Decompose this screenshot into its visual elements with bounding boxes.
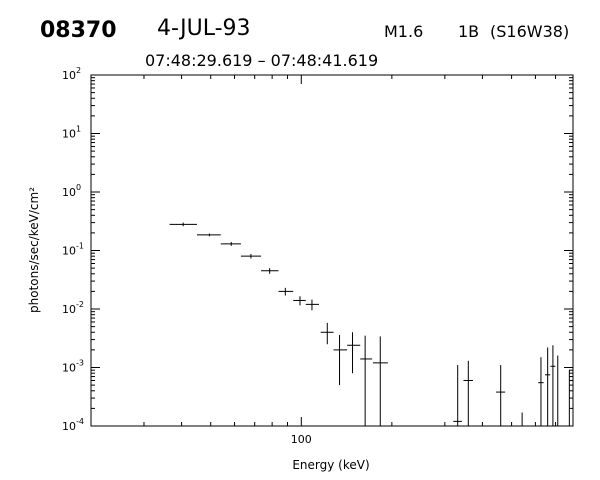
y-tick-label: 101 bbox=[62, 125, 81, 141]
y-tick-label: 10-4 bbox=[62, 417, 84, 433]
flare-location: (S16W38) bbox=[490, 22, 569, 41]
y-tick-exponent: 1 bbox=[76, 125, 81, 134]
axis-ticks bbox=[90, 74, 574, 427]
time-range: 07:48:29.619 – 07:48:41.619 bbox=[145, 51, 378, 70]
data-point bbox=[293, 296, 306, 306]
y-axis-title: photons/sec/keV/cm² bbox=[27, 187, 41, 313]
data-point bbox=[496, 365, 506, 426]
y-tick-exponent: 2 bbox=[76, 66, 81, 75]
y-tick-label: 100 bbox=[62, 183, 81, 199]
data-point bbox=[261, 268, 279, 274]
data-point bbox=[538, 357, 544, 426]
data-point bbox=[347, 332, 361, 374]
y-tick-exponent: 0 bbox=[76, 183, 81, 192]
event-id: 08370 bbox=[40, 18, 117, 43]
data-point bbox=[320, 322, 334, 345]
y-tick-label: 10-3 bbox=[62, 359, 84, 375]
optical-class: 1B bbox=[458, 22, 479, 41]
x-tick-labels: 100 bbox=[291, 433, 312, 446]
y-tick-exponent: -1 bbox=[76, 242, 84, 251]
data-point bbox=[169, 222, 197, 227]
data-point bbox=[220, 241, 241, 246]
event-date: 4-JUL-93 bbox=[157, 16, 251, 41]
x-tick-label: 100 bbox=[291, 433, 312, 446]
data-point bbox=[453, 365, 462, 426]
y-tick-label: 102 bbox=[62, 66, 81, 82]
y-tick-exponent: -4 bbox=[76, 417, 84, 426]
data-point bbox=[545, 347, 551, 426]
data-point bbox=[372, 336, 388, 426]
y-tick-label: 10-1 bbox=[62, 242, 84, 258]
flare-class: M1.6 bbox=[384, 22, 423, 41]
data-point bbox=[305, 299, 319, 311]
data-point bbox=[333, 334, 348, 386]
data-point bbox=[240, 254, 262, 259]
data-point bbox=[360, 335, 373, 426]
data-point bbox=[196, 233, 221, 237]
data-point bbox=[463, 360, 473, 426]
y-tick-exponent: -3 bbox=[76, 359, 84, 368]
data-points bbox=[169, 222, 570, 426]
data-point bbox=[550, 345, 556, 426]
data-point bbox=[278, 287, 294, 296]
y-tick-exponent: -2 bbox=[76, 300, 84, 309]
y-tick-label: 10-2 bbox=[62, 300, 84, 316]
x-axis-title: Energy (keV) bbox=[292, 458, 369, 472]
